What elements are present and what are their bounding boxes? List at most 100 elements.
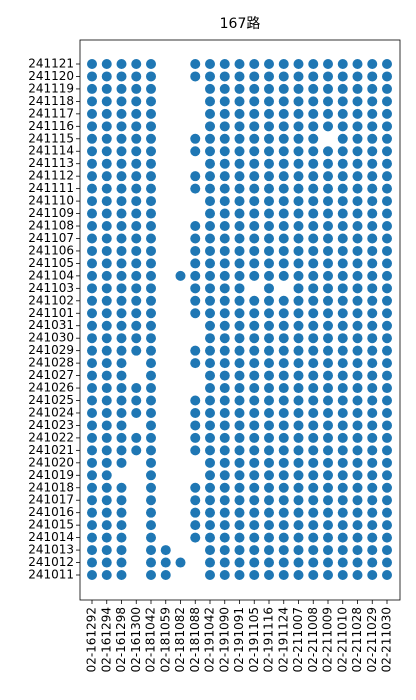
point	[234, 557, 245, 568]
point	[234, 270, 245, 281]
point	[234, 320, 245, 331]
point	[101, 545, 112, 556]
y-tick-label: 241119	[28, 81, 74, 95]
point	[131, 208, 142, 219]
point	[234, 208, 245, 219]
point	[205, 520, 215, 531]
point	[234, 158, 245, 169]
point	[116, 320, 127, 331]
point	[131, 407, 142, 418]
point	[278, 108, 289, 119]
point	[323, 420, 333, 431]
point	[205, 121, 215, 132]
point	[264, 407, 274, 418]
point	[352, 345, 363, 356]
point	[205, 345, 215, 356]
point	[205, 83, 215, 94]
point	[293, 283, 304, 294]
x-tick-label: 02-161294	[99, 607, 113, 672]
point	[219, 445, 230, 456]
point	[323, 270, 333, 281]
point	[234, 358, 245, 369]
point	[219, 407, 230, 418]
point	[234, 245, 245, 256]
point	[293, 208, 304, 219]
point	[323, 196, 333, 207]
point	[87, 495, 97, 506]
point	[382, 196, 392, 207]
point	[101, 71, 112, 82]
point	[234, 233, 245, 244]
point	[190, 482, 201, 493]
point	[234, 171, 245, 182]
point	[131, 83, 142, 94]
y-tick-label: 241101	[28, 306, 74, 320]
point	[249, 158, 260, 169]
point	[264, 245, 274, 256]
point	[278, 133, 289, 144]
point	[101, 196, 112, 207]
point	[367, 370, 378, 381]
point	[308, 557, 319, 568]
point	[352, 358, 363, 369]
point	[367, 121, 378, 132]
point	[308, 333, 319, 344]
point	[382, 158, 392, 169]
point	[264, 270, 274, 281]
point	[308, 457, 319, 468]
point	[278, 432, 289, 443]
point	[87, 432, 97, 443]
point	[101, 108, 112, 119]
point	[205, 233, 215, 244]
point	[308, 158, 319, 169]
point	[87, 233, 97, 244]
point	[87, 520, 97, 531]
point	[293, 557, 304, 568]
point	[337, 432, 348, 443]
point	[219, 482, 230, 493]
point	[382, 470, 392, 481]
point	[249, 520, 260, 531]
point	[367, 420, 378, 431]
point	[337, 208, 348, 219]
point	[249, 71, 260, 82]
point	[352, 146, 363, 157]
point	[219, 557, 230, 568]
point	[87, 295, 97, 306]
point	[101, 345, 112, 356]
point	[249, 333, 260, 344]
point	[337, 407, 348, 418]
y-tick-label: 241027	[28, 368, 74, 382]
point	[249, 320, 260, 331]
point	[219, 495, 230, 506]
point	[146, 545, 156, 556]
point	[87, 308, 97, 319]
point	[382, 407, 392, 418]
point	[190, 407, 201, 418]
point	[352, 283, 363, 294]
point	[234, 545, 245, 556]
point	[337, 146, 348, 157]
point	[190, 245, 201, 256]
point	[131, 258, 142, 269]
point	[352, 445, 363, 456]
point	[146, 108, 156, 119]
point	[205, 545, 215, 556]
point	[131, 333, 142, 344]
point	[367, 59, 378, 69]
point	[308, 470, 319, 481]
point	[146, 283, 156, 294]
point	[352, 208, 363, 219]
point	[160, 557, 171, 568]
point	[234, 96, 245, 107]
point	[234, 121, 245, 132]
point	[337, 358, 348, 369]
point	[382, 308, 392, 319]
point	[219, 295, 230, 306]
point	[190, 507, 201, 518]
point	[367, 183, 378, 194]
point	[101, 370, 112, 381]
point	[116, 308, 127, 319]
point	[116, 96, 127, 107]
